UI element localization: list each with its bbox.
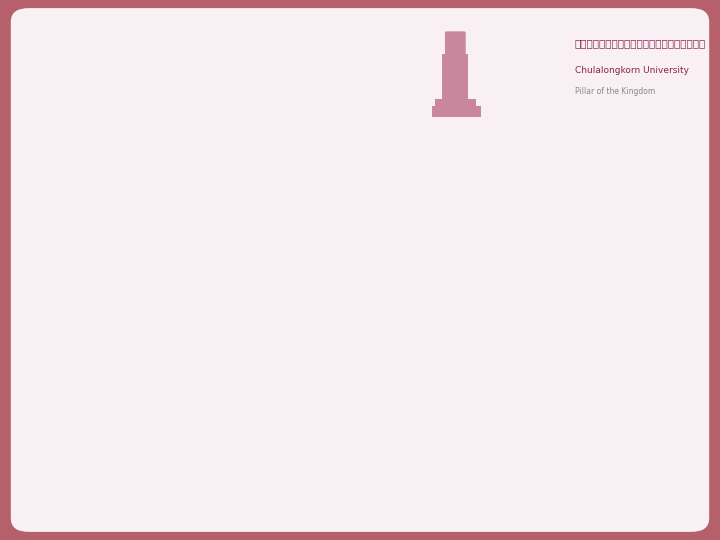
Text: Potential to produce hemodynamic instability
(>10% of total blood volume): Potential to produce hemodynamic instabi… [68, 348, 541, 396]
Text: Pillar of the Kingdom: Pillar of the Kingdom [575, 87, 654, 96]
Text: Postpartum: Postpartum [132, 66, 388, 104]
Text: จุฬาลงกรณ์มหาวิทยาลัย: จุฬาลงกรณ์มหาวิทยาลัย [575, 38, 706, 48]
Text: hemorrhage: hemorrhage [126, 111, 394, 149]
Text: Need for blood transfusion: Need for blood transfusion [68, 225, 352, 245]
Text: Chulalongkorn University: Chulalongkorn University [575, 66, 688, 75]
Text: (Combs et al, 1991): (Combs et al, 1991) [352, 227, 504, 242]
Bar [442, 54, 468, 103]
Bar [429, 106, 481, 117]
Bar [435, 99, 476, 108]
Text: >10% change in hematocrit: >10% change in hematocrit [68, 175, 368, 195]
Text: Excessive bleeding that makes the patient
symptomatic: Excessive bleeding that makes the patien… [68, 268, 512, 315]
Text: (Combs et al, 1991): (Combs et al, 1991) [368, 178, 520, 192]
FancyBboxPatch shape [445, 31, 466, 57]
Text: Michael A Belfort, MBBCH, MD, PhD, FRCSC, FRCOG. Overview of postpartum hemorrha: Michael A Belfort, MBBCH, MD, PhD, FRCSC… [30, 507, 534, 517]
